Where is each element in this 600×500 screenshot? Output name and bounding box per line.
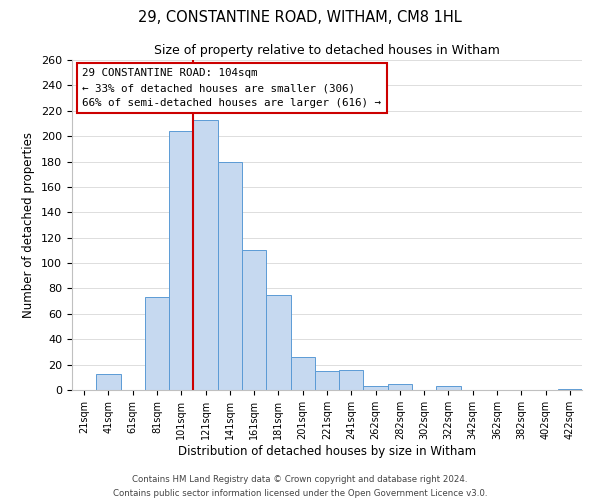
Bar [436, 386, 461, 390]
Bar [145, 298, 169, 390]
Bar [315, 371, 339, 390]
Text: Contains HM Land Registry data © Crown copyright and database right 2024.
Contai: Contains HM Land Registry data © Crown c… [113, 476, 487, 498]
Bar [388, 384, 412, 390]
Bar [218, 162, 242, 390]
Bar [193, 120, 218, 390]
Text: 29, CONSTANTINE ROAD, WITHAM, CM8 1HL: 29, CONSTANTINE ROAD, WITHAM, CM8 1HL [138, 10, 462, 25]
Bar [266, 295, 290, 390]
Bar [339, 370, 364, 390]
Y-axis label: Number of detached properties: Number of detached properties [22, 132, 35, 318]
Title: Size of property relative to detached houses in Witham: Size of property relative to detached ho… [154, 44, 500, 58]
Bar [169, 131, 193, 390]
X-axis label: Distribution of detached houses by size in Witham: Distribution of detached houses by size … [178, 444, 476, 458]
Bar [558, 388, 582, 390]
Bar [242, 250, 266, 390]
Bar [364, 386, 388, 390]
Text: 29 CONSTANTINE ROAD: 104sqm
← 33% of detached houses are smaller (306)
66% of se: 29 CONSTANTINE ROAD: 104sqm ← 33% of det… [82, 68, 381, 108]
Bar [96, 374, 121, 390]
Bar [290, 357, 315, 390]
